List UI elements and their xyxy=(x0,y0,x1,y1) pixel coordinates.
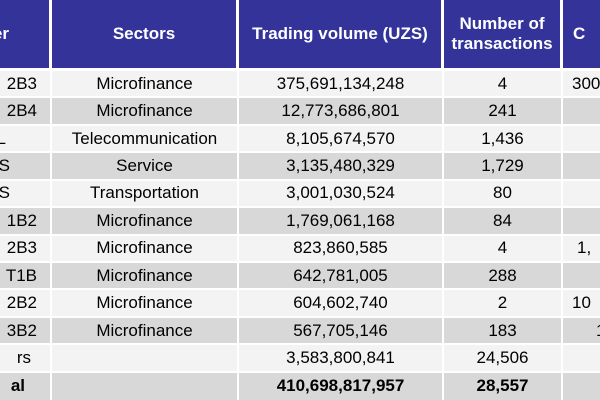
cell-sector xyxy=(52,345,239,373)
cell-ticker: 2B2 xyxy=(0,290,52,318)
table-row: 2B3 Microfinance 375,691,134,248 4 300 xyxy=(0,71,600,99)
cell-ticker: rs xyxy=(0,345,52,373)
cell-extra: 1, xyxy=(563,235,600,263)
cell-extra: 300 xyxy=(563,71,600,99)
cell-transactions: 80 xyxy=(444,180,563,209)
cell-extra: 10 xyxy=(563,290,600,318)
table-row: 1B2 Microfinance 1,769,061,168 84 xyxy=(0,208,600,236)
cell-volume: 642,781,005 xyxy=(239,262,444,291)
cell-ticker: 2B4 xyxy=(0,98,52,126)
cell-ticker: S xyxy=(0,180,52,209)
cell-volume: 3,583,800,841 xyxy=(239,345,444,373)
table-row: T1B Microfinance 642,781,005 288 xyxy=(0,262,600,291)
cell-transactions: 4 xyxy=(444,71,563,99)
cell-extra xyxy=(563,180,600,209)
cell-ticker: S xyxy=(0,153,52,181)
cell-sector: Microfinance xyxy=(52,290,239,318)
cell-sector: Microfinance xyxy=(52,98,239,126)
cell-sector: Microfinance xyxy=(52,71,239,99)
cell-transactions: 28,557 xyxy=(444,372,563,400)
cell-volume: 567,705,146 xyxy=(239,317,444,346)
cell-ticker: L xyxy=(0,125,52,154)
header-sectors: Sectors xyxy=(52,0,239,71)
cell-sector: Microfinance xyxy=(52,262,239,291)
header-ticker: er xyxy=(0,0,52,71)
cell-ticker: 2B3 xyxy=(0,235,52,263)
cell-volume: 375,691,134,248 xyxy=(239,71,444,99)
cell-extra xyxy=(563,262,600,291)
cell-sector: Microfinance xyxy=(52,317,239,346)
cell-volume: 823,860,585 xyxy=(239,235,444,263)
cell-volume: 604,602,740 xyxy=(239,290,444,318)
cell-extra xyxy=(563,125,600,154)
cell-volume: 410,698,817,957 xyxy=(239,372,444,400)
cell-volume: 8,105,674,570 xyxy=(239,125,444,154)
cell-ticker: T1B xyxy=(0,262,52,291)
table-row: 2B3 Microfinance 823,860,585 4 1, xyxy=(0,235,600,263)
cell-sector: Microfinance xyxy=(52,235,239,263)
table-header-row: er Sectors Trading volume (UZS) Number o… xyxy=(0,0,600,71)
cell-volume: 3,001,030,524 xyxy=(239,180,444,209)
cell-ticker: 1B2 xyxy=(0,208,52,236)
table-row: 2B4 Microfinance 12,773,686,801 241 xyxy=(0,98,600,126)
cell-sector xyxy=(52,372,239,400)
cell-sector: Microfinance xyxy=(52,208,239,236)
cell-ticker: 3B2 xyxy=(0,317,52,346)
cell-volume: 3,135,480,329 xyxy=(239,153,444,181)
cell-sector: Transportation xyxy=(52,180,239,209)
cell-ticker: 2B3 xyxy=(0,71,52,99)
cell-transactions: 1,729 xyxy=(444,153,563,181)
cell-extra xyxy=(563,372,600,400)
cell-ticker: al xyxy=(0,372,52,400)
cell-transactions: 2 xyxy=(444,290,563,318)
cell-extra xyxy=(563,153,600,181)
header-last-column: C xyxy=(563,0,600,71)
cell-transactions: 288 xyxy=(444,262,563,291)
cell-extra xyxy=(563,345,600,373)
cell-transactions: 4 xyxy=(444,235,563,263)
cell-transactions: 241 xyxy=(444,98,563,126)
table-body: 2B3 Microfinance 375,691,134,248 4 300 2B4 Mic… xyxy=(0,71,600,400)
table-row: 2B2 Microfinance 604,602,740 2 10 xyxy=(0,290,600,318)
cell-transactions: 84 xyxy=(444,208,563,236)
cell-sector: Telecommunication xyxy=(52,125,239,154)
cell-extra xyxy=(563,98,600,126)
table-row: rs 3,583,800,841 24,506 xyxy=(0,345,600,373)
cell-volume: 1,769,061,168 xyxy=(239,208,444,236)
cell-extra: 1 xyxy=(563,317,600,346)
cell-transactions: 1,436 xyxy=(444,125,563,154)
cell-sector: Service xyxy=(52,153,239,181)
header-trading-volume: Trading volume (UZS) xyxy=(239,0,444,71)
cell-extra xyxy=(563,208,600,236)
cell-transactions: 24,506 xyxy=(444,345,563,373)
header-transactions: Number of transactions xyxy=(444,0,563,71)
table-row-total: al 410,698,817,957 28,557 xyxy=(0,372,600,400)
cell-transactions: 183 xyxy=(444,317,563,346)
cell-volume: 12,773,686,801 xyxy=(239,98,444,126)
